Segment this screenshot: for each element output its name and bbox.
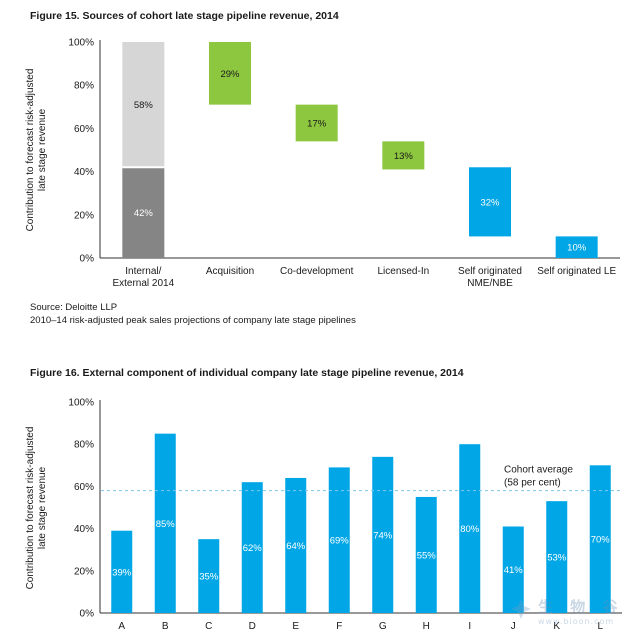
- x-category-label: D: [249, 621, 256, 632]
- bar-value-label: 69%: [330, 536, 350, 547]
- bar: [546, 501, 568, 613]
- bar-segment: [122, 167, 165, 258]
- y-tick-label: 20%: [74, 566, 94, 577]
- y-axis-label: Contribution to forecast risk-adjustedla…: [25, 69, 48, 232]
- y-tick-label: 60%: [74, 482, 94, 493]
- bar-value-label: 53%: [547, 553, 567, 564]
- x-category-label: Self originated LE: [537, 266, 616, 277]
- bar: [415, 496, 437, 613]
- bar: [502, 526, 524, 613]
- x-category-label: I: [468, 621, 471, 632]
- y-tick-label: 80%: [74, 81, 94, 92]
- bar-value-label: 64%: [286, 541, 306, 552]
- bar: [241, 482, 263, 613]
- bar-value-label: 13%: [394, 151, 414, 162]
- y-tick-label: 100%: [68, 38, 94, 49]
- watermark-text: 生 物 谷 www.bioon.com: [538, 598, 624, 626]
- bar-segment: [209, 42, 251, 105]
- cohort-average-label: (58 per cent): [504, 478, 561, 489]
- bar-segment: [295, 104, 338, 142]
- bar-value-label: 70%: [591, 535, 611, 546]
- x-category-label: E: [292, 621, 299, 632]
- figure16-title: Figure 16. External component of individ…: [30, 367, 464, 379]
- cohort-average-label: Cohort average: [504, 465, 573, 476]
- bar-value-label: 35%: [199, 572, 219, 583]
- bar-value-label: 10%: [567, 243, 587, 254]
- x-category-label: F: [336, 621, 342, 632]
- y-tick-label: 100%: [68, 398, 94, 409]
- x-category-label: Licensed-In: [377, 266, 429, 277]
- x-category-label: L: [597, 621, 603, 632]
- bar: [285, 477, 307, 613]
- bio-logo-icon: [511, 599, 531, 619]
- bar-value-label: 41%: [504, 565, 524, 576]
- y-axis-label: Contribution to forecast risk-adjustedla…: [25, 427, 48, 590]
- y-tick-label: 60%: [74, 124, 94, 135]
- bar-value-label: 62%: [243, 543, 263, 554]
- bar-value-label: 58%: [134, 100, 154, 111]
- bar-segment: [122, 42, 165, 168]
- bar-value-label: 29%: [220, 69, 240, 80]
- bar-value-label: 32%: [480, 197, 500, 208]
- bar: [589, 465, 611, 613]
- bar-segment: [382, 141, 425, 170]
- source-note: 2010–14 risk-adjusted peak sales project…: [30, 315, 356, 326]
- x-category-label: J: [511, 621, 516, 632]
- bar-value-label: 17%: [307, 119, 327, 130]
- bar-value-label: 74%: [373, 530, 393, 541]
- y-tick-label: 0%: [80, 609, 95, 620]
- bar: [372, 456, 394, 613]
- bar-value-label: 42%: [134, 208, 154, 219]
- bar-segment: [555, 236, 598, 258]
- source-line: Source: Deloitte LLP: [30, 302, 118, 313]
- x-category-label: Internal/: [125, 266, 161, 277]
- watermark-logo: 生 物 谷 www.bioon.com: [510, 596, 640, 632]
- bar: [198, 539, 220, 613]
- x-category-label: C: [205, 621, 212, 632]
- bar: [328, 467, 350, 613]
- x-category-label: Acquisition: [206, 266, 254, 277]
- x-category-label: H: [423, 621, 430, 632]
- x-category-label: Co-development: [280, 266, 354, 277]
- bar-segment: [469, 167, 511, 237]
- x-category-label: A: [118, 621, 125, 632]
- y-tick-label: 20%: [74, 210, 94, 221]
- y-tick-label: 40%: [74, 524, 94, 535]
- x-category-label: B: [162, 621, 169, 632]
- bar: [154, 433, 176, 613]
- figure15-title: Figure 15. Sources of cohort late stage …: [30, 10, 339, 22]
- x-category-label: Self originated: [458, 266, 522, 277]
- y-tick-label: 0%: [80, 254, 95, 265]
- bar-value-label: 39%: [112, 567, 132, 578]
- x-category-label: G: [379, 621, 387, 632]
- y-tick-label: 40%: [74, 167, 94, 178]
- x-category-label: External 2014: [112, 278, 174, 289]
- y-tick-label: 80%: [74, 440, 94, 451]
- bar: [459, 444, 481, 613]
- bar-value-label: 80%: [460, 524, 480, 535]
- bar: [111, 530, 133, 613]
- bar-value-label: 55%: [417, 550, 437, 561]
- bar-value-label: 85%: [156, 519, 176, 530]
- waterfall-chart: 0% 20% 40% 60% 80% 100% Contribution to foreca…: [25, 38, 620, 289]
- x-category-label: NME/NBE: [467, 278, 513, 289]
- x-category-label: K: [553, 621, 560, 632]
